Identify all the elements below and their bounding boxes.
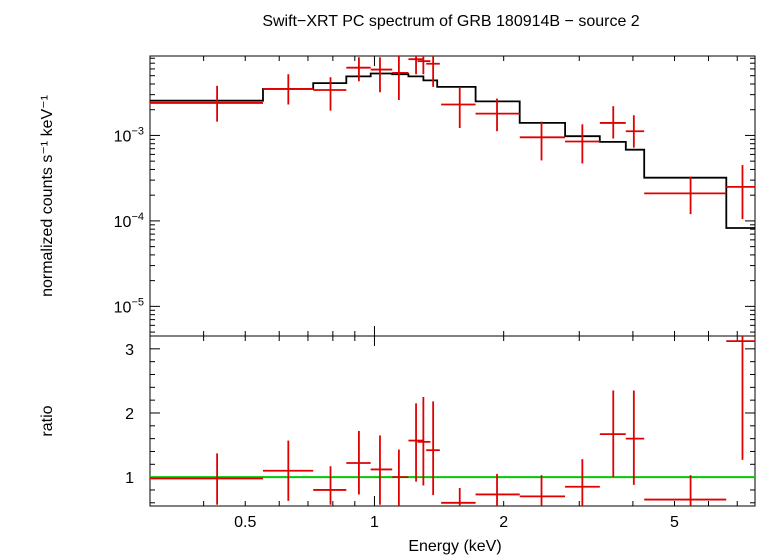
spectrum-data-point: [150, 85, 264, 122]
spectrum-data-point: [392, 56, 409, 100]
spectrum-data-point: [370, 57, 393, 93]
ratio-data-point: [565, 459, 600, 506]
spectrum-panel: 10−3 10−4 10−5: [114, 55, 756, 346]
spectrum-data-point: [417, 56, 431, 75]
spectrum-panel-ticks: [149, 56, 755, 346]
spectrum-data-point: [519, 121, 566, 161]
spectrum-data-point: [441, 87, 476, 129]
x-tick-labels: 0.5 1 2 5: [234, 514, 679, 531]
x-tick-label: 5: [670, 514, 679, 531]
ratio-panel-frame: [149, 335, 756, 507]
spectrum-data-point: [625, 115, 645, 148]
spectrum-data-point: [313, 77, 347, 111]
ratio-data-point: [426, 401, 440, 496]
ratio-data-point: [726, 336, 755, 460]
ratio-data-point: [644, 475, 727, 506]
ratio-data-point: [441, 488, 476, 506]
ratio-data-point: [313, 466, 347, 505]
model-step-curve: [150, 72, 755, 229]
y-tick-label: 1: [125, 470, 134, 487]
model-curve: [150, 72, 755, 229]
ratio-y-axis-label: ratio: [39, 405, 56, 436]
ratio-data-point: [392, 449, 409, 506]
x-axis-label: Energy (keV): [408, 538, 501, 555]
ratio-panel: 1 2 3 0.5 1 2 5: [125, 335, 756, 531]
ratio-data-point: [150, 453, 264, 505]
spectrum-data-point: [408, 56, 424, 75]
ratio-panel-ticks: [149, 335, 755, 506]
spectrum-data-points: [150, 56, 755, 220]
ratio-data-point: [519, 475, 566, 506]
spectrum-data-point: [599, 106, 626, 139]
spectrum-data-point: [426, 56, 440, 87]
y-tick-label: 10−5: [114, 296, 144, 316]
x-tick-label: 1: [370, 514, 379, 531]
ratio-data-point: [599, 390, 626, 478]
spectrum-panel-frame: [149, 55, 756, 337]
spectrum-data-point: [263, 74, 314, 105]
ratio-y-tick-labels: 1 2 3: [125, 342, 134, 487]
x-tick-label: 0.5: [234, 514, 256, 531]
spectrum-y-tick-labels: 10−3 10−4 10−5: [114, 125, 144, 316]
ratio-data-point: [475, 473, 520, 506]
ratio-data-point: [417, 396, 431, 486]
y-tick-label: 10−4: [114, 211, 144, 231]
y-tick-label: 3: [125, 342, 134, 359]
spectrum-data-point: [475, 98, 520, 132]
spectrum-data-point: [565, 124, 600, 164]
spectrum-data-point: [644, 176, 727, 215]
ratio-data-point: [408, 403, 424, 482]
x-tick-label: 2: [499, 514, 508, 531]
ratio-data-point: [263, 440, 314, 501]
y-tick-label: 2: [125, 406, 134, 423]
ratio-data-points: [150, 336, 755, 506]
ratio-data-point: [625, 390, 645, 485]
spectrum-data-point: [346, 57, 371, 82]
ratio-data-point: [370, 435, 393, 505]
chart-title: Swift−XRT PC spectrum of GRB 180914B − s…: [262, 13, 639, 30]
spectrum-data-point: [726, 165, 755, 220]
ratio-data-point: [346, 430, 371, 495]
spectrum-y-axis-label: normalized counts s⁻¹ keV⁻¹: [39, 95, 56, 297]
y-tick-label: 10−3: [114, 125, 144, 145]
